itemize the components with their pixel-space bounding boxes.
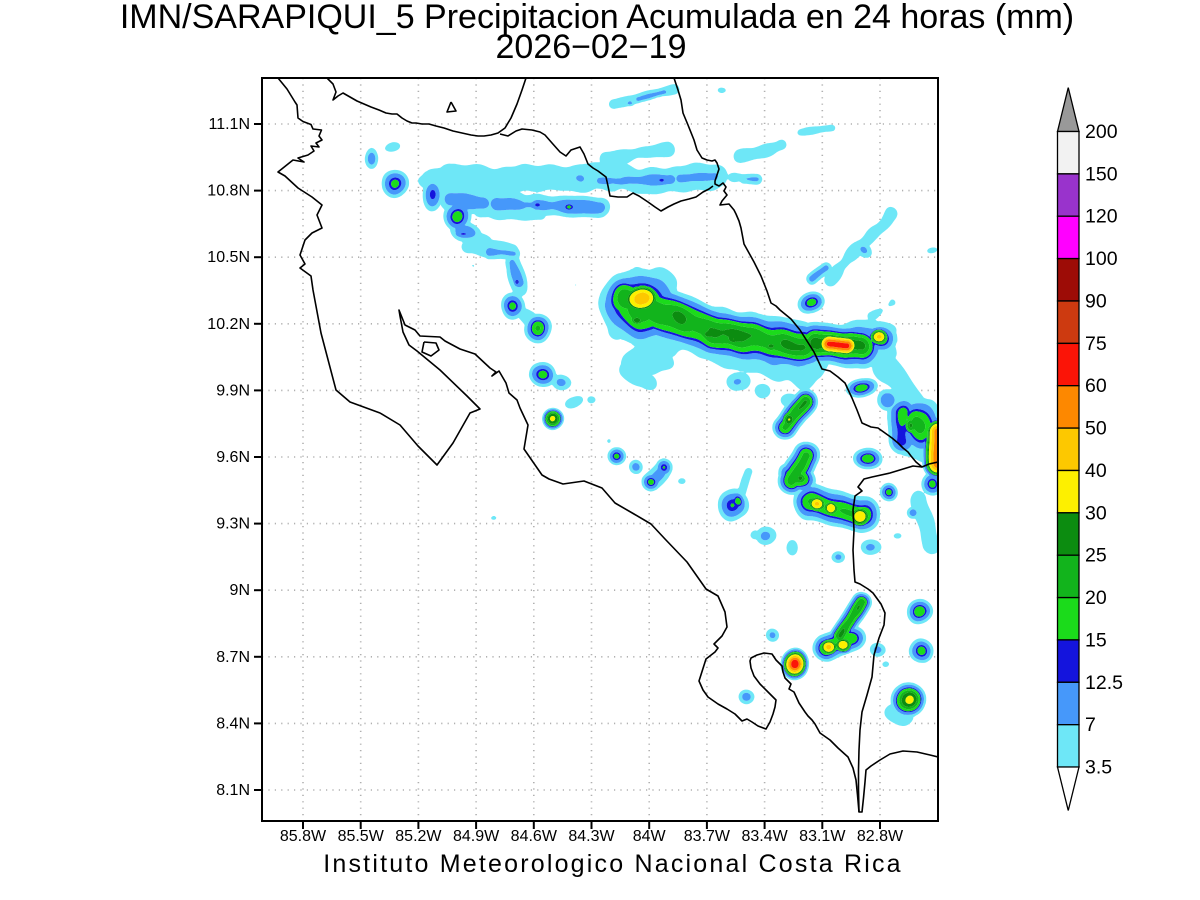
svg-text:9N: 9N	[230, 582, 250, 599]
svg-text:7: 7	[1085, 714, 1096, 736]
svg-text:84.9W: 84.9W	[453, 828, 500, 845]
svg-text:84.3W: 84.3W	[568, 828, 615, 845]
svg-text:12.5: 12.5	[1085, 672, 1123, 694]
svg-text:8.1N: 8.1N	[216, 782, 250, 799]
svg-text:20: 20	[1085, 587, 1107, 609]
svg-text:3.5: 3.5	[1085, 757, 1112, 779]
svg-text:2026−02−19: 2026−02−19	[496, 28, 687, 66]
svg-text:90: 90	[1085, 291, 1107, 313]
svg-text:10.8N: 10.8N	[207, 183, 250, 200]
svg-text:84.6W: 84.6W	[511, 828, 558, 845]
svg-text:85.5W: 85.5W	[338, 828, 385, 845]
svg-text:120: 120	[1085, 206, 1118, 228]
svg-text:82.8W: 82.8W	[857, 828, 904, 845]
svg-text:40: 40	[1085, 460, 1107, 482]
svg-text:IMN/SARAPIQUI_5 Precipitacion: IMN/SARAPIQUI_5 Precipitacion Acumulada …	[120, 0, 1074, 36]
svg-text:200: 200	[1085, 121, 1118, 143]
svg-text:11.1N: 11.1N	[208, 116, 250, 133]
svg-text:Instituto Meteorologico Nacion: Instituto Meteorologico Nacional Costa R…	[323, 850, 903, 878]
svg-text:50: 50	[1085, 418, 1107, 440]
svg-text:15: 15	[1085, 629, 1107, 651]
svg-text:83.7W: 83.7W	[684, 828, 731, 845]
svg-text:75: 75	[1085, 333, 1107, 355]
svg-text:30: 30	[1085, 502, 1107, 524]
svg-text:60: 60	[1085, 375, 1107, 397]
svg-text:10.2N: 10.2N	[207, 316, 250, 333]
svg-text:85.2W: 85.2W	[395, 828, 442, 845]
svg-text:83.1W: 83.1W	[799, 828, 846, 845]
svg-text:84W: 84W	[633, 828, 667, 845]
svg-text:8.4N: 8.4N	[216, 715, 250, 732]
svg-text:150: 150	[1085, 163, 1118, 185]
svg-text:9.9N: 9.9N	[216, 382, 250, 399]
svg-text:83.4W: 83.4W	[741, 828, 788, 845]
svg-text:25: 25	[1085, 545, 1107, 567]
svg-text:85.8W: 85.8W	[280, 828, 327, 845]
svg-text:9.6N: 9.6N	[216, 449, 250, 466]
svg-text:100: 100	[1085, 248, 1118, 270]
svg-text:9.3N: 9.3N	[216, 516, 250, 533]
svg-text:10.5N: 10.5N	[207, 249, 250, 266]
svg-text:8.7N: 8.7N	[216, 649, 250, 666]
